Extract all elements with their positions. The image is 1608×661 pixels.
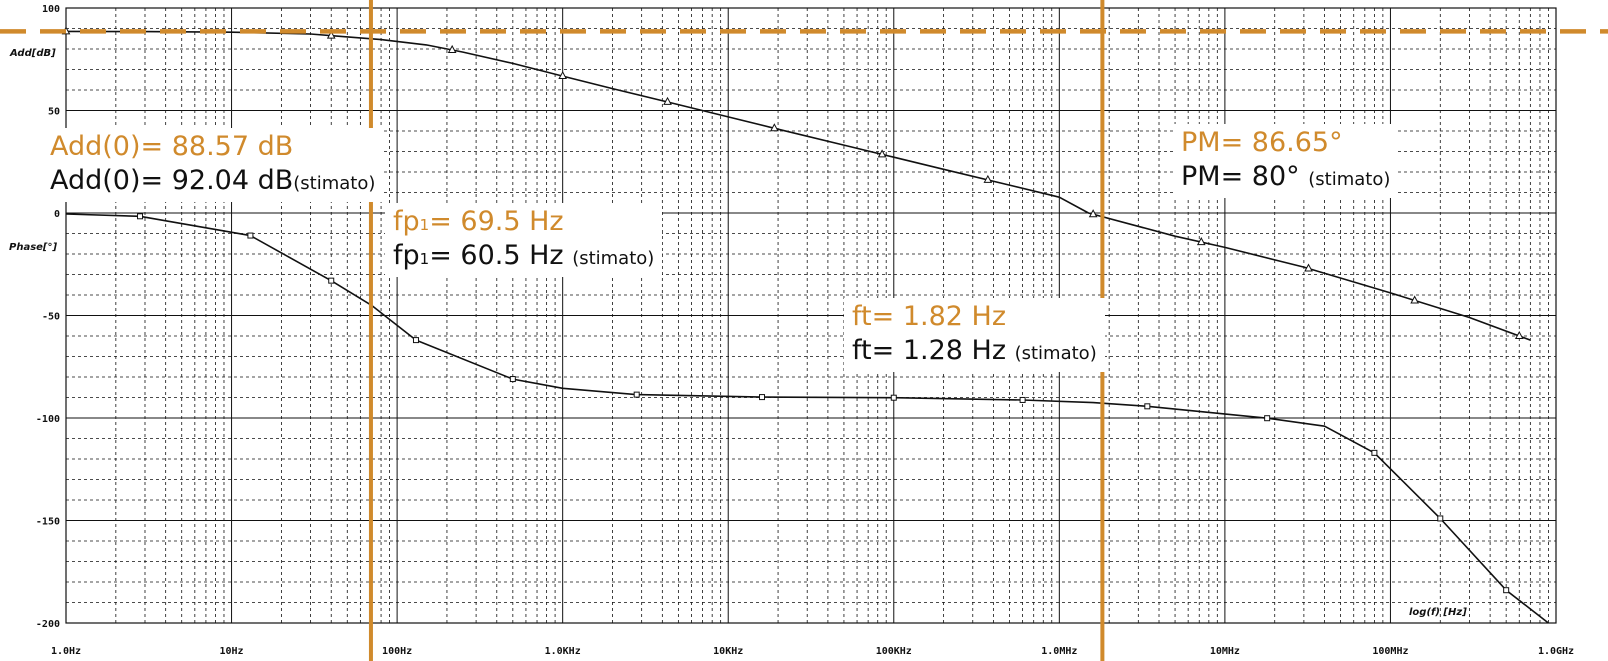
axes	[65, 7, 1557, 624]
fp1-estimated-suffix: = 60.5 Hz	[429, 239, 564, 271]
y-tick-label: -100	[36, 414, 60, 425]
pm-estimated-row: PM= 80° (stimato)	[1181, 160, 1390, 194]
add-marker	[326, 30, 336, 39]
y-axis-label-add: Add[dB]	[9, 48, 56, 59]
add-marker	[1304, 263, 1313, 272]
pm-measured: PM= 86.65°	[1181, 127, 1343, 158]
phase-marker	[890, 394, 897, 401]
add-marker	[447, 44, 457, 53]
add-marker	[770, 123, 779, 132]
x-tick-label: 100MHz	[1372, 646, 1408, 657]
phase-marker	[633, 391, 640, 398]
fp1-annotation: fp1= 69.5 Hz fp1= 60.5 Hz (stimato)	[385, 203, 663, 277]
phase-marker	[1437, 515, 1444, 522]
x-tick-label: 1.0MHz	[1041, 646, 1077, 657]
ft-estimated: ft= 1.28 Hz	[852, 334, 1006, 366]
y-tick-label: -200	[36, 619, 60, 630]
add-marker	[1088, 209, 1098, 218]
grid	[65, 7, 1557, 624]
phase-marker	[1371, 449, 1378, 456]
x-tick-label: 1.0KHz	[545, 646, 581, 657]
fp1-measured-row: fp1= 69.5 Hz	[393, 205, 654, 239]
fp1-estimated-sub: 1	[419, 249, 430, 268]
phase-marker	[759, 394, 766, 401]
fp1-measured-sub: 1	[419, 216, 430, 234]
phase-marker	[1503, 587, 1510, 594]
y-tick-label: -50	[42, 312, 60, 323]
y-tick-label: 50	[48, 107, 60, 118]
x-tick-label: 100KHz	[876, 646, 912, 657]
curves	[61, 26, 1549, 624]
series-line-phase	[65, 213, 1549, 624]
x-axis-label: log(f) [Hz]	[1409, 607, 1467, 618]
phase-marker	[1019, 396, 1026, 403]
y-tick-label: 0	[54, 209, 60, 220]
add0-estimated-row: Add(0)= 92.04 dB(stimato)	[50, 164, 375, 198]
ft-estimated-row: ft= 1.28 Hz (stimato)	[852, 334, 1097, 368]
x-tick-label: 1.0GHz	[1538, 646, 1574, 657]
add-marker	[983, 174, 993, 183]
pm-estimated: PM= 80°	[1181, 160, 1300, 192]
y-tick-label: -150	[36, 517, 60, 528]
phase-marker	[247, 232, 254, 239]
phase-marker	[1264, 415, 1271, 422]
add-marker	[558, 71, 568, 80]
series-line-add	[65, 30, 1531, 341]
fp1-estimated-row: fp1= 60.5 Hz (stimato)	[393, 239, 654, 273]
fp1-measured-prefix: fp	[393, 206, 420, 237]
add-marker	[1410, 295, 1419, 304]
add0-estimated-note: (stimato)	[293, 172, 376, 194]
phase-marker	[509, 376, 516, 383]
add-marker	[877, 149, 887, 158]
phase-marker	[412, 337, 419, 344]
pm-annotation: PM= 86.65° PM= 80° (stimato)	[1173, 124, 1399, 198]
y-axis-label-phase: Phase[°]	[9, 242, 58, 253]
y-tick-label: 100	[42, 4, 60, 15]
pm-estimated-note: (stimato)	[1308, 168, 1391, 190]
plot-frame	[65, 7, 1557, 624]
x-tick-label: 10Hz	[220, 646, 244, 657]
x-tick-label: 100Hz	[382, 646, 412, 657]
fp1-estimated-note: (stimato)	[572, 247, 655, 269]
phase-marker	[1144, 403, 1151, 410]
fp1-estimated-prefix: fp	[393, 239, 420, 271]
phase-marker	[137, 213, 144, 220]
add-marker	[1196, 237, 1206, 246]
add0-estimated: Add(0)= 92.04 dB	[50, 164, 294, 196]
ft-estimated-note: (stimato)	[1014, 342, 1097, 364]
x-tick-label: 10MHz	[1210, 646, 1240, 657]
x-tick-label: 1.0Hz	[51, 646, 81, 657]
fp1-measured-suffix: = 69.5 Hz	[429, 206, 564, 237]
axis-text: 1.0Hz 10Hz 100Hz 1.0KHz 10KHz 100KHz 1.0MHz 10M…	[9, 4, 1574, 657]
add-marker	[1514, 330, 1524, 339]
add0-measured: Add(0)= 88.57 dB	[50, 131, 294, 162]
ft-measured: ft= 1.82 Hz	[852, 301, 1006, 332]
phase-marker	[328, 277, 335, 284]
x-tick-label: 10KHz	[713, 646, 743, 657]
add-marker	[663, 96, 672, 105]
add0-annotation: Add(0)= 88.57 dB Add(0)= 92.04 dB(stimat…	[42, 128, 384, 202]
ft-annotation: ft= 1.82 Hz ft= 1.28 Hz (stimato)	[844, 298, 1105, 372]
